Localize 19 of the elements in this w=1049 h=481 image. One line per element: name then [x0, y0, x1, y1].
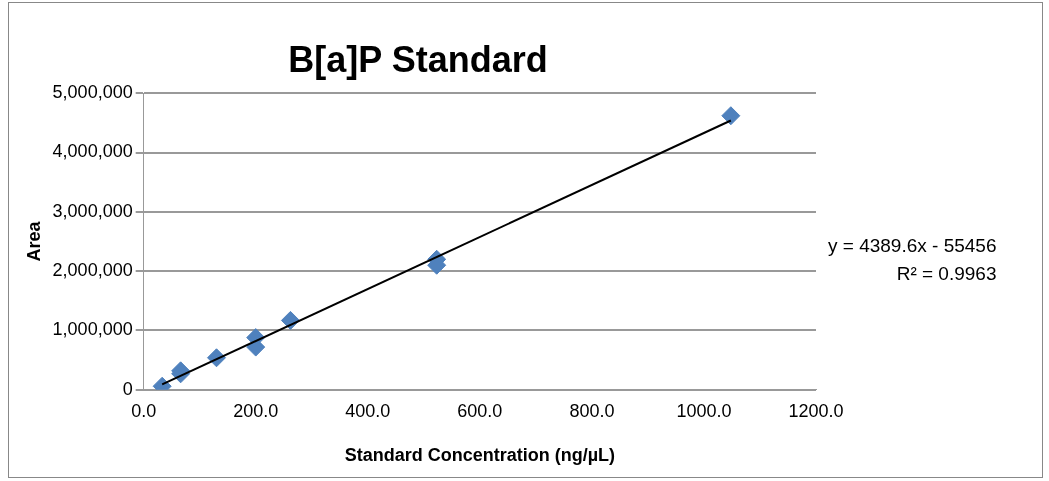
- y-tick-label: 2,000,000: [52, 260, 133, 281]
- text: R² = 0.9963: [895, 262, 997, 286]
- y-tick-label: 0: [122, 378, 133, 399]
- y-axis-title: Area: [23, 220, 44, 262]
- point: [721, 106, 741, 126]
- x-axis-title: Standard Concentration (ng/µL): [344, 445, 616, 466]
- x-tick-label: 600.0: [457, 400, 503, 421]
- y-tick-label: 3,000,000: [52, 200, 133, 221]
- x-tick-label: 800.0: [569, 400, 615, 421]
- x-tick-label: 0.0: [131, 400, 157, 421]
- x-tick-label: 400.0: [345, 400, 391, 421]
- x-tick-label: 1200.0: [788, 400, 844, 421]
- y-tick-label: 1,000,000: [52, 319, 133, 340]
- y-tick-label: 4,000,000: [52, 141, 133, 162]
- text: y = 4389.6x - 55456: [828, 234, 997, 258]
- x-tick-label: 1000.0: [676, 400, 732, 421]
- chart-title: B[a]P Standard: [288, 38, 548, 80]
- x-tick-label: 200.0: [233, 400, 279, 421]
- y-tick-label: 5,000,000: [52, 82, 133, 103]
